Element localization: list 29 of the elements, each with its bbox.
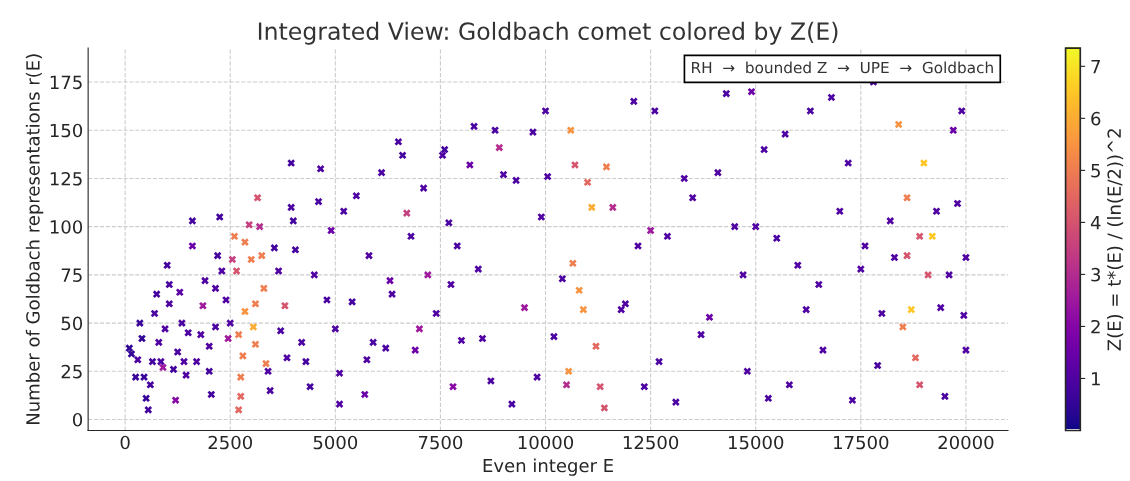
color-bar-label: 6 — [1091, 111, 1101, 126]
y-tick-label: 125 — [50, 171, 82, 186]
chart-title: Integrated View: Goldbach comet colored by Z(E) — [258, 21, 838, 45]
x-tick-label: 7500 — [418, 435, 463, 450]
y-tick-label: 100 — [50, 220, 83, 234]
x-tick-label: 17500 — [834, 435, 889, 450]
x-tick-label: 2500 — [208, 435, 253, 450]
color-bar-label: 5 — [1091, 164, 1100, 178]
x-tick-label: 0 — [120, 435, 130, 450]
color-bar-title: Z(E) = t*(E) / (ln(E/2))^2 — [1107, 129, 1124, 351]
color-bar-label: 1 — [1091, 372, 1100, 386]
x-tick-label: 20000 — [938, 435, 994, 450]
annotation: RH → bounded Z → UPE → Goldbach — [692, 61, 993, 74]
color-bar-label: 7 — [1091, 60, 1100, 74]
y-tick-label: 175 — [50, 75, 82, 90]
y-axis-title: Number of Goldbach representations r(E) — [25, 54, 44, 425]
x-axis-title: Even integer E — [483, 458, 613, 476]
color-bar-label: 3 — [1091, 267, 1101, 282]
y-tick-label: 50 — [61, 316, 83, 331]
x-tick-label: 15000 — [728, 435, 784, 450]
color-bar-label: 4 — [1090, 216, 1101, 230]
color-bar-label: 2 — [1091, 319, 1100, 334]
y-tick-label: 75 — [61, 268, 82, 282]
y-tick-label: 150 — [50, 123, 83, 138]
x-tick-label: 5000 — [313, 435, 358, 450]
x-tick-label: 10000 — [518, 435, 574, 450]
x-tick-label: 12500 — [623, 435, 679, 450]
y-tick-label: 0 — [72, 412, 83, 427]
y-tick-label: 25 — [61, 364, 82, 379]
